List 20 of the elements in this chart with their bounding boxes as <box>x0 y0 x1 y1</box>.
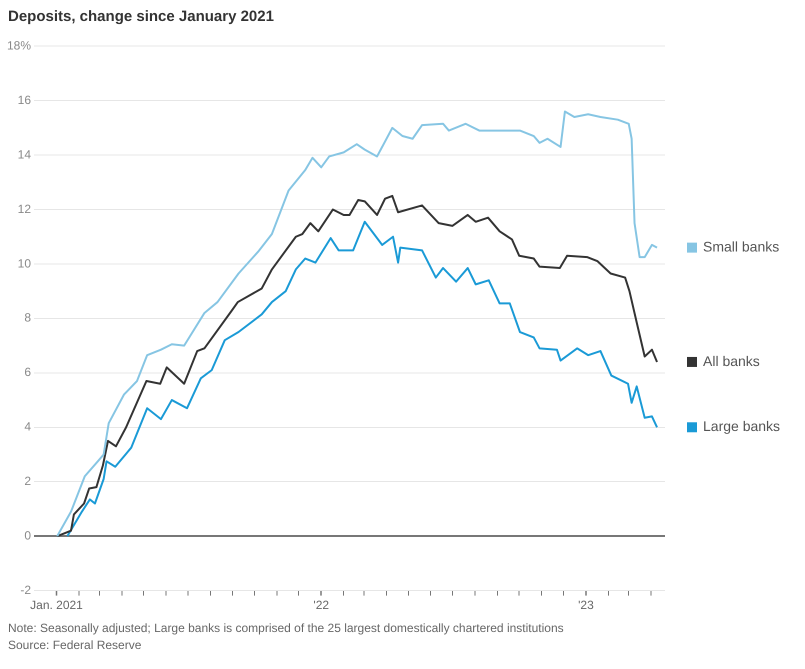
y-tick-label: 16 <box>18 92 32 107</box>
y-tick-label: 6 <box>24 365 32 380</box>
y-tick-label: 0 <box>24 528 32 542</box>
y-tick-label: 14 <box>18 147 32 162</box>
y-tick-label: 10 <box>18 256 32 270</box>
y-tick-label: 12 <box>18 202 32 216</box>
y-tick-label: 2 <box>24 474 32 488</box>
y-tick-label: 4 <box>24 420 32 434</box>
x-tick-label: Jan. 2021 <box>30 598 84 612</box>
y-tick-label: -2 <box>20 582 32 597</box>
source-note: Source: Federal Reserve <box>8 637 142 654</box>
y-tick-label: 8 <box>24 310 32 325</box>
x-tick-label: '23 <box>578 598 594 612</box>
chart-title: Deposits, change since January 2021 <box>8 8 274 25</box>
x-tick-label: '22 <box>313 598 330 612</box>
text: Note: Seasonally adjusted; Large banks is comprised of the 25 largest domestically chartered institutions <box>8 620 564 637</box>
legend-label: Small banks <box>703 238 780 254</box>
y-tick-label: 18% <box>6 38 32 53</box>
legend-label: All banks <box>703 352 760 369</box>
legend-label: Large banks <box>703 418 780 434</box>
